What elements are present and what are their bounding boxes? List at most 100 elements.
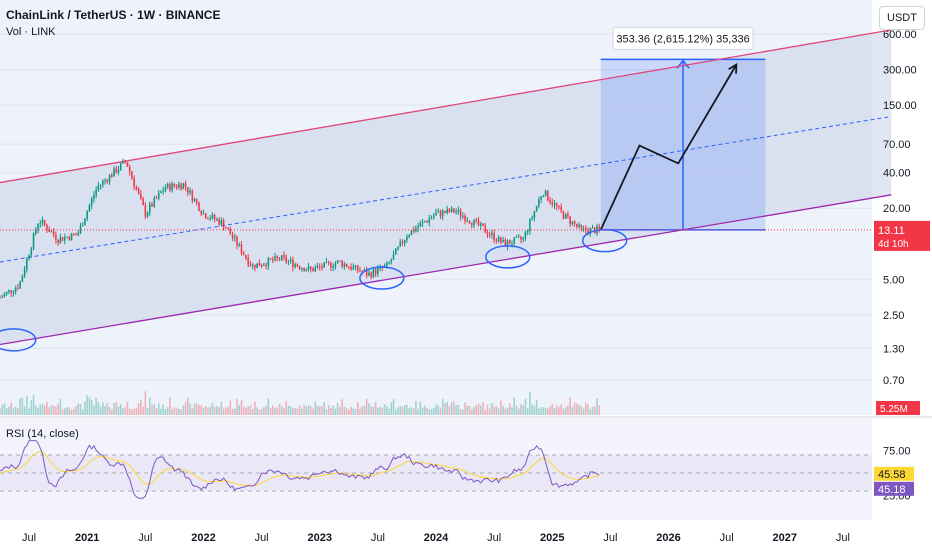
rsi-tick-label: 75.00 [883, 446, 911, 458]
volume-bar [316, 405, 319, 415]
candle-body [419, 223, 422, 227]
candle-body [61, 237, 64, 241]
price-tick-label: 1.30 [883, 343, 904, 355]
volume-bar [14, 406, 17, 415]
candle-body [569, 216, 571, 224]
candle-body [531, 217, 533, 220]
candle-body [171, 183, 173, 191]
candle-body [52, 231, 55, 235]
volume-bar [231, 408, 234, 415]
candle-body [307, 266, 310, 270]
volume-bar [446, 401, 448, 415]
volume-bar [343, 406, 346, 415]
candle-body [200, 210, 203, 215]
volume-bar [551, 403, 554, 415]
volume-bar [66, 407, 68, 415]
candle-body [415, 228, 417, 232]
volume-bar [513, 397, 516, 415]
volume-bar [377, 407, 379, 415]
volume-bar [88, 397, 91, 415]
volume-bar [294, 408, 296, 415]
volume-bar [535, 399, 538, 415]
candle-body [187, 186, 189, 193]
candle-body [137, 189, 140, 194]
volume-bar [274, 407, 276, 415]
candle-body [247, 258, 249, 265]
candle-body [207, 218, 209, 220]
candle-body [43, 219, 46, 226]
candle-body [587, 230, 589, 234]
candle-body [321, 266, 323, 268]
candle-body [102, 180, 104, 185]
volume-bar [189, 403, 191, 415]
candle-body [562, 211, 565, 219]
candle-body [191, 190, 194, 201]
price-tick-label: 600.00 [883, 29, 917, 41]
volume-bar [464, 402, 466, 415]
volume-bar [104, 406, 106, 415]
volume-bar [428, 409, 431, 415]
volume-bar [126, 401, 129, 415]
volume-bar [269, 407, 272, 415]
candle-body [267, 258, 270, 267]
volume-bar [448, 406, 451, 415]
volume-bar [522, 405, 524, 415]
candle-body [475, 219, 478, 221]
candle-body [526, 230, 529, 232]
support-touch-circle [0, 328, 37, 352]
candle-body [365, 270, 368, 276]
volume-bar [327, 404, 330, 415]
candle-body [64, 237, 66, 241]
candle-body [238, 244, 241, 246]
volume-bar [263, 407, 265, 415]
candle-body [571, 221, 574, 224]
volume-bar [352, 408, 355, 415]
symbol-title[interactable]: ChainLink / TetherUS · 1W · BINANCE [6, 8, 221, 22]
candle-body [32, 233, 35, 249]
volume-bar [571, 406, 574, 415]
candle-body [368, 272, 370, 276]
candle-body [361, 271, 363, 273]
volume-bar [426, 407, 428, 415]
candle-body [444, 210, 446, 213]
volume-bar [133, 409, 135, 415]
volume-bar [191, 408, 194, 415]
volume-bar [580, 406, 583, 415]
candle-body [1, 296, 4, 298]
volume-bar [211, 402, 214, 415]
channel-fill [0, 29, 892, 345]
volume-bar [17, 408, 19, 415]
volume-badge-value: 5.25M [880, 404, 908, 415]
candle-body [175, 186, 178, 188]
candle-body [504, 240, 507, 247]
candle-body [459, 209, 462, 217]
candle-body [345, 263, 348, 267]
volume-bar [576, 403, 578, 415]
candle-body [34, 230, 37, 234]
volume-bar [222, 408, 225, 415]
candle-body [55, 234, 57, 240]
volume-bar [406, 404, 408, 415]
candle-body [462, 215, 464, 217]
volume-bar [135, 407, 138, 415]
candle-body [486, 232, 489, 235]
volume-bar [213, 407, 216, 415]
candle-body [538, 199, 540, 206]
volume-bar [57, 403, 59, 415]
volume-bar [468, 405, 471, 415]
candle-body [497, 236, 500, 242]
candle-body [209, 218, 211, 220]
volume-bar [238, 405, 241, 415]
candle-body [166, 183, 169, 188]
candle-body [493, 232, 495, 241]
candle-body [287, 260, 290, 262]
candle-body [576, 223, 578, 227]
time-tick-label: 2021 [75, 532, 99, 544]
candle-body [573, 221, 576, 224]
volume-bar [424, 405, 426, 415]
candle-body [491, 232, 493, 235]
volume-bar [28, 408, 30, 415]
currency-button[interactable]: USDT [879, 6, 925, 30]
price-tick-label: 2.50 [883, 310, 904, 322]
